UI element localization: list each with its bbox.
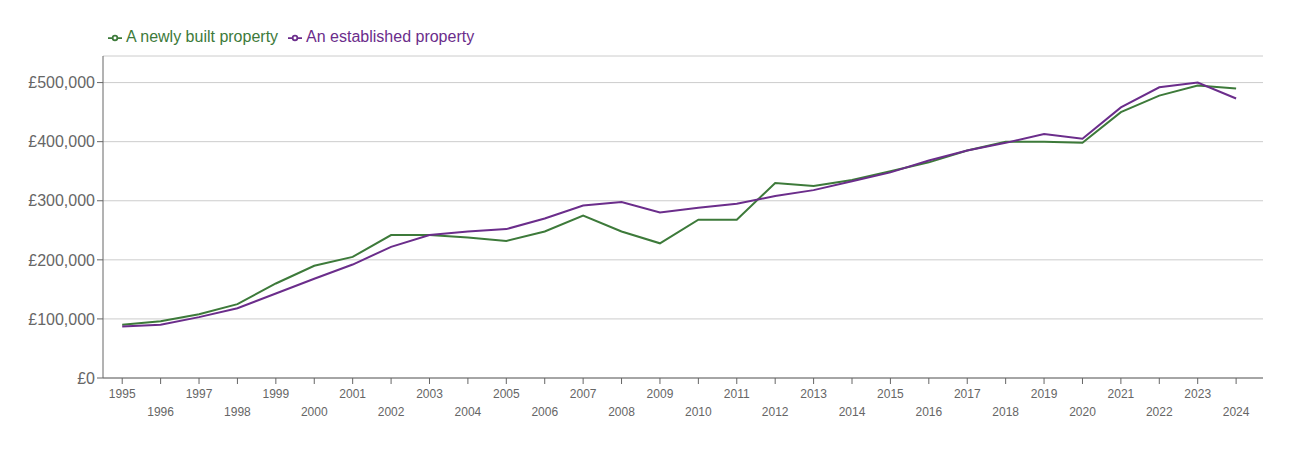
svg-text:2020: 2020 xyxy=(1069,405,1096,419)
svg-text:2016: 2016 xyxy=(915,405,942,419)
svg-text:2021: 2021 xyxy=(1108,387,1135,401)
html-text:An established property: An established property xyxy=(306,28,475,45)
svg-text:2012: 2012 xyxy=(762,405,789,419)
svg-text:2005: 2005 xyxy=(493,387,520,401)
svg-text:£400,000: £400,000 xyxy=(28,133,95,150)
svg-text:2004: 2004 xyxy=(455,405,482,419)
svg-text:2000: 2000 xyxy=(301,405,328,419)
svg-text:2003: 2003 xyxy=(416,387,443,401)
svg-text:£500,000: £500,000 xyxy=(28,74,95,91)
svg-text:2007: 2007 xyxy=(570,387,597,401)
svg-text:2014: 2014 xyxy=(839,405,866,419)
svg-text:1996: 1996 xyxy=(147,405,174,419)
svg-text:2017: 2017 xyxy=(954,387,981,401)
svg-text:2010: 2010 xyxy=(685,405,712,419)
svg-text:2023: 2023 xyxy=(1184,387,1211,401)
svg-text:1997: 1997 xyxy=(186,387,213,401)
html-text:A newly built property: A newly built property xyxy=(126,28,279,45)
svg-text:£0: £0 xyxy=(77,370,95,387)
svg-text:2001: 2001 xyxy=(339,387,366,401)
svg-text:£200,000: £200,000 xyxy=(28,252,95,269)
svg-text:£300,000: £300,000 xyxy=(28,192,95,209)
svg-text:£100,000: £100,000 xyxy=(28,311,95,328)
svg-text:2011: 2011 xyxy=(724,387,750,401)
svg-text:1998: 1998 xyxy=(224,405,251,419)
svg-text:2019: 2019 xyxy=(1031,387,1058,401)
svg-text:2008: 2008 xyxy=(608,405,635,419)
svg-text:2009: 2009 xyxy=(647,387,674,401)
svg-text:2018: 2018 xyxy=(992,405,1019,419)
svg-text:1999: 1999 xyxy=(262,387,289,401)
svg-text:2015: 2015 xyxy=(877,387,904,401)
svg-text:2024: 2024 xyxy=(1223,405,1250,419)
svg-text:2006: 2006 xyxy=(531,405,558,419)
svg-text:1995: 1995 xyxy=(109,387,136,401)
svg-text:2022: 2022 xyxy=(1146,405,1173,419)
svg-text:2013: 2013 xyxy=(800,387,827,401)
svg-text:2002: 2002 xyxy=(378,405,405,419)
